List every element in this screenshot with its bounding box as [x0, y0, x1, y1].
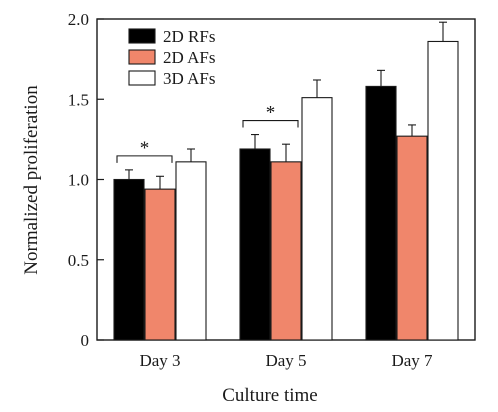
error-bar	[282, 143, 290, 162]
error-bar	[125, 169, 133, 180]
bars	[113, 40, 459, 341]
x-axis-title: Culture time	[222, 385, 318, 406]
significance-bracket: *	[116, 138, 173, 163]
error-bar	[408, 124, 416, 137]
significance-bracket: *	[242, 103, 299, 128]
y-tick-label: 1.0	[68, 171, 89, 190]
error-bar	[251, 134, 259, 150]
error-bar	[156, 175, 164, 190]
error-bar	[377, 69, 385, 87]
significance-annotations: **	[116, 103, 299, 163]
y-axis-title: Normalized proliferation	[21, 85, 42, 275]
significance-star: *	[140, 138, 150, 159]
bar-3d-afs-day-7	[427, 40, 459, 341]
bar-3d-afs-day-3	[175, 161, 207, 341]
y-tick-label: 2.0	[68, 10, 89, 29]
y-tick-label: 1.5	[68, 90, 89, 109]
x-tick-label: Day 3	[139, 351, 180, 370]
y-tick-label: 0.5	[68, 251, 89, 270]
bar-2d-afs-day-3	[144, 188, 176, 341]
legend-item: 2D RFs	[128, 27, 215, 46]
y-tick-label: 0	[81, 331, 90, 350]
bar-2d-rfs-day-5	[239, 148, 271, 341]
legend: 2D RFs 2D AFs 3D AFs	[128, 27, 215, 88]
legend-label: 2D AFs	[163, 48, 215, 67]
legend-swatch	[128, 49, 156, 65]
legend-swatch	[128, 28, 156, 44]
error-bar	[187, 148, 195, 162]
legend-item: 2D AFs	[128, 48, 215, 67]
legend-label: 3D AFs	[163, 69, 215, 88]
error-bar	[313, 79, 321, 98]
bar-2d-afs-day-5	[270, 161, 302, 341]
legend-item: 3D AFs	[128, 69, 215, 88]
error-bar	[439, 21, 447, 42]
legend-label: 2D RFs	[163, 27, 215, 46]
significance-star: *	[266, 103, 276, 124]
bar-3d-afs-day-5	[301, 97, 333, 341]
bar-2d-rfs-day-3	[113, 178, 145, 341]
error-bars	[125, 21, 447, 190]
bar-2d-afs-day-7	[396, 135, 428, 341]
legend-swatch	[128, 70, 156, 86]
x-tick-label: Day 5	[265, 351, 306, 370]
x-tick-label: Day 7	[391, 351, 433, 370]
bar-2d-rfs-day-7	[365, 85, 397, 341]
